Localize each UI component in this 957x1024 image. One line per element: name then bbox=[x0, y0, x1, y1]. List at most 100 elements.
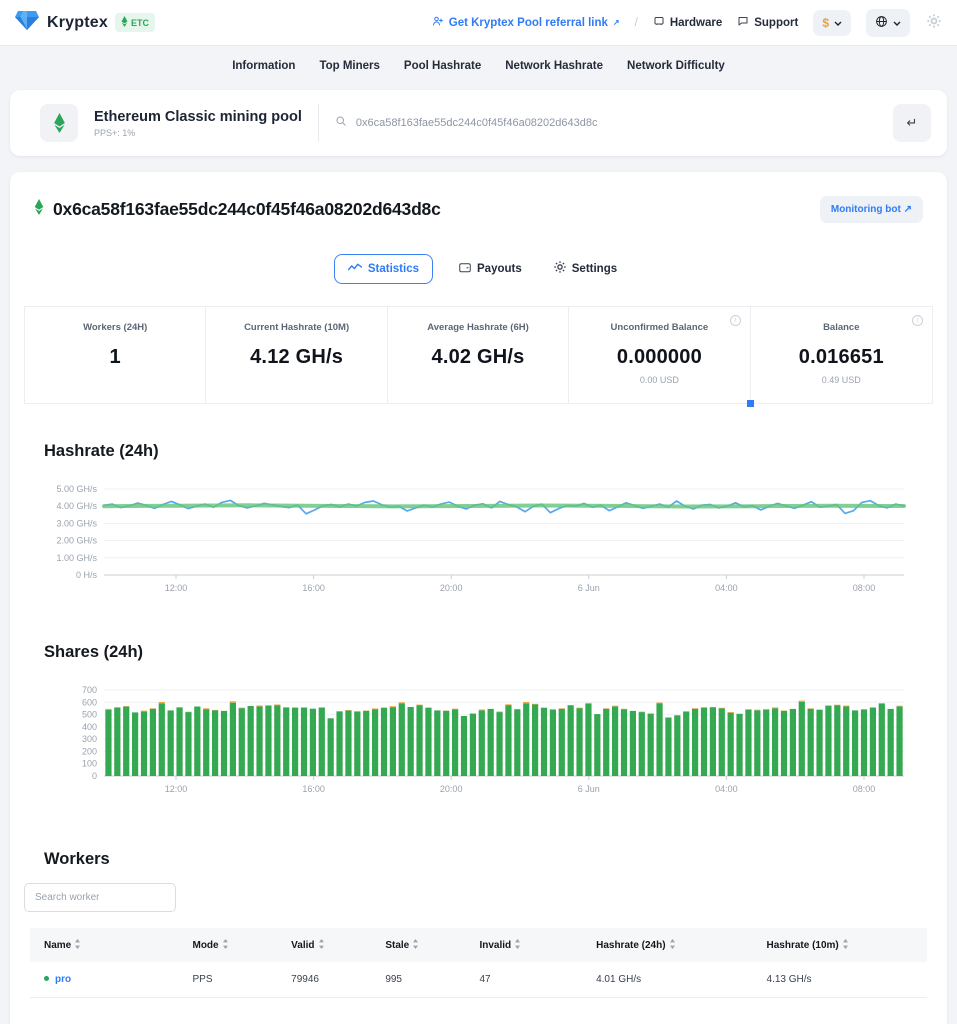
referral-link[interactable]: Get Kryptex Pool referral link ↗ bbox=[432, 15, 620, 30]
referral-link-label: Get Kryptex Pool referral link bbox=[448, 16, 608, 29]
etc-diamond-icon bbox=[121, 16, 128, 29]
shares-chart-title: Shares (24h) bbox=[44, 643, 144, 661]
column-header-invalid[interactable]: Invalid bbox=[469, 928, 586, 962]
svg-text:04:00: 04:00 bbox=[715, 583, 738, 593]
language-selector[interactable] bbox=[866, 8, 910, 37]
kryptex-logo[interactable]: Kryptex ETC bbox=[14, 10, 155, 36]
worker-valid: 79946 bbox=[281, 962, 376, 998]
worker-hashrate-10m: 4.13 GH/s bbox=[756, 962, 927, 998]
svg-text:200: 200 bbox=[82, 746, 97, 756]
svg-text:2.00 GH/s: 2.00 GH/s bbox=[56, 536, 97, 546]
svg-text:500: 500 bbox=[82, 710, 97, 720]
workers-section-title: Workers bbox=[44, 850, 110, 868]
svg-text:6 Jun: 6 Jun bbox=[578, 583, 600, 593]
stats-summary-row: Workers (24H) 1 Current Hashrate (10M) 4… bbox=[24, 306, 933, 407]
divider bbox=[317, 104, 319, 142]
tab-statistics[interactable]: Statistics bbox=[333, 253, 433, 284]
support-link[interactable]: Support bbox=[737, 15, 798, 30]
column-header-mode[interactable]: Mode bbox=[182, 928, 281, 962]
stat-current-hashrate: Current Hashrate (10M) 4.12 GH/s bbox=[206, 307, 388, 403]
search-submit-button[interactable]: ↵ bbox=[893, 104, 931, 142]
sort-icon bbox=[669, 939, 675, 949]
pool-nav: Information Top Miners Pool Hashrate Net… bbox=[0, 46, 957, 82]
line-chart-icon bbox=[347, 263, 363, 275]
stat-value: 0.016651 bbox=[798, 346, 884, 368]
separator: / bbox=[634, 16, 638, 29]
svg-text:100: 100 bbox=[82, 759, 97, 769]
tab-settings[interactable]: Settings bbox=[548, 253, 623, 284]
svg-text:12:00: 12:00 bbox=[165, 784, 188, 794]
worker-mode: PPS bbox=[182, 962, 282, 998]
settings-gear-button[interactable] bbox=[925, 12, 943, 33]
brand-name: Kryptex bbox=[47, 13, 108, 31]
svg-text:4.00 GH/s: 4.00 GH/s bbox=[56, 501, 97, 511]
sort-icon bbox=[842, 939, 848, 949]
worker-hashrate-24h: 4.01 GH/s bbox=[586, 962, 757, 998]
nav-network-difficulty[interactable]: Network Difficulty bbox=[627, 60, 725, 72]
stat-label: Current Hashrate (10M) bbox=[244, 322, 350, 333]
nav-top-miners[interactable]: Top Miners bbox=[319, 60, 380, 72]
worker-invalid: 47 bbox=[469, 962, 587, 998]
chevron-down-icon bbox=[834, 17, 842, 29]
stat-label: Average Hashrate (6H) bbox=[427, 322, 529, 333]
stat-label: Unconfirmed Balance bbox=[610, 322, 709, 333]
svg-text:3.00 GH/s: 3.00 GH/s bbox=[56, 518, 97, 528]
tab-payouts-label: Payouts bbox=[477, 262, 522, 275]
pool-title: Ethereum Classic mining pool bbox=[94, 108, 302, 125]
pool-meta: Ethereum Classic mining pool PPS+: 1% bbox=[94, 109, 302, 138]
column-header-hashrate-10m[interactable]: Hashrate (10m) bbox=[757, 928, 927, 962]
dashboard-tabs: Statistics Payouts Settings bbox=[10, 253, 947, 284]
worker-search-input[interactable] bbox=[24, 883, 176, 912]
stat-value: 4.12 GH/s bbox=[250, 346, 344, 368]
search-icon bbox=[335, 114, 347, 132]
monitoring-bot-button[interactable]: Monitoring bot ↗ bbox=[819, 196, 923, 223]
stat-unconfirmed-balance: i Unconfirmed Balance 0.000000 0.00 USD bbox=[569, 307, 751, 403]
shares-chart: 700 600 500 400 300 200 100 0 12:00 16:00 20:00 6 J… bbox=[10, 662, 947, 798]
svg-text:0: 0 bbox=[92, 771, 97, 781]
info-icon[interactable]: i bbox=[729, 315, 741, 326]
worker-name-link[interactable]: pro bbox=[55, 974, 72, 985]
online-status-dot bbox=[44, 976, 49, 981]
stat-value: 4.02 GH/s bbox=[431, 346, 525, 368]
worker-stale: 995 bbox=[375, 962, 470, 998]
chat-bubble-icon bbox=[737, 15, 749, 30]
coin-badge-label: ETC bbox=[130, 17, 149, 28]
gear-icon bbox=[554, 261, 566, 276]
currency-selector[interactable]: $ bbox=[813, 9, 851, 36]
column-header-valid[interactable]: Valid bbox=[281, 928, 375, 962]
hardware-label: Hardware bbox=[669, 16, 723, 29]
sort-icon bbox=[318, 939, 324, 949]
nav-pool-hashrate[interactable]: Pool Hashrate bbox=[403, 60, 482, 72]
hardware-link[interactable]: Hardware bbox=[653, 15, 722, 30]
external-link-icon: ↗ bbox=[612, 18, 620, 27]
wallet-address-input[interactable] bbox=[355, 117, 877, 129]
workers-table: Name Mode Valid Stale Invalid Hashrate (… bbox=[30, 928, 927, 998]
svg-text:6 Jun: 6 Jun bbox=[578, 784, 600, 794]
tab-settings-label: Settings bbox=[571, 262, 618, 275]
sort-icon bbox=[515, 939, 521, 949]
stat-value: 1 bbox=[109, 346, 121, 368]
info-icon[interactable]: i bbox=[911, 315, 923, 326]
nav-information[interactable]: Information bbox=[232, 60, 296, 72]
wallet-icon bbox=[459, 262, 471, 276]
svg-text:5.00 GH/s: 5.00 GH/s bbox=[56, 484, 97, 494]
stat-average-hashrate: Average Hashrate (6H) 4.02 GH/s bbox=[388, 307, 570, 403]
svg-text:08:00: 08:00 bbox=[853, 784, 876, 794]
hashrate-chart: 5.00 GH/s 4.00 GH/s 3.00 GH/s 2.00 GH/s 1.00… bbox=[10, 461, 947, 597]
tab-payouts[interactable]: Payouts bbox=[453, 254, 528, 284]
etc-diamond-icon bbox=[34, 199, 44, 220]
stat-label: Workers (24H) bbox=[83, 322, 148, 333]
nav-network-hashrate[interactable]: Network Hashrate bbox=[505, 60, 604, 72]
pool-fee: PPS+: 1% bbox=[94, 127, 136, 138]
wallet-search bbox=[335, 114, 877, 132]
pool-search-card: Ethereum Classic mining pool PPS+: 1% ↵ bbox=[10, 90, 947, 156]
top-header: Kryptex ETC Get Kryptex Pool referral li… bbox=[0, 0, 957, 46]
svg-text:16:00: 16:00 bbox=[302, 583, 325, 593]
hardware-icon bbox=[653, 15, 665, 30]
column-header-hashrate-24h[interactable]: Hashrate (24h) bbox=[586, 928, 756, 962]
svg-text:400: 400 bbox=[82, 722, 97, 732]
stat-usd-value: 0.00 USD bbox=[639, 375, 679, 385]
column-header-name[interactable]: Name bbox=[30, 928, 182, 962]
svg-text:600: 600 bbox=[82, 697, 97, 707]
column-header-stale[interactable]: Stale bbox=[375, 928, 469, 962]
